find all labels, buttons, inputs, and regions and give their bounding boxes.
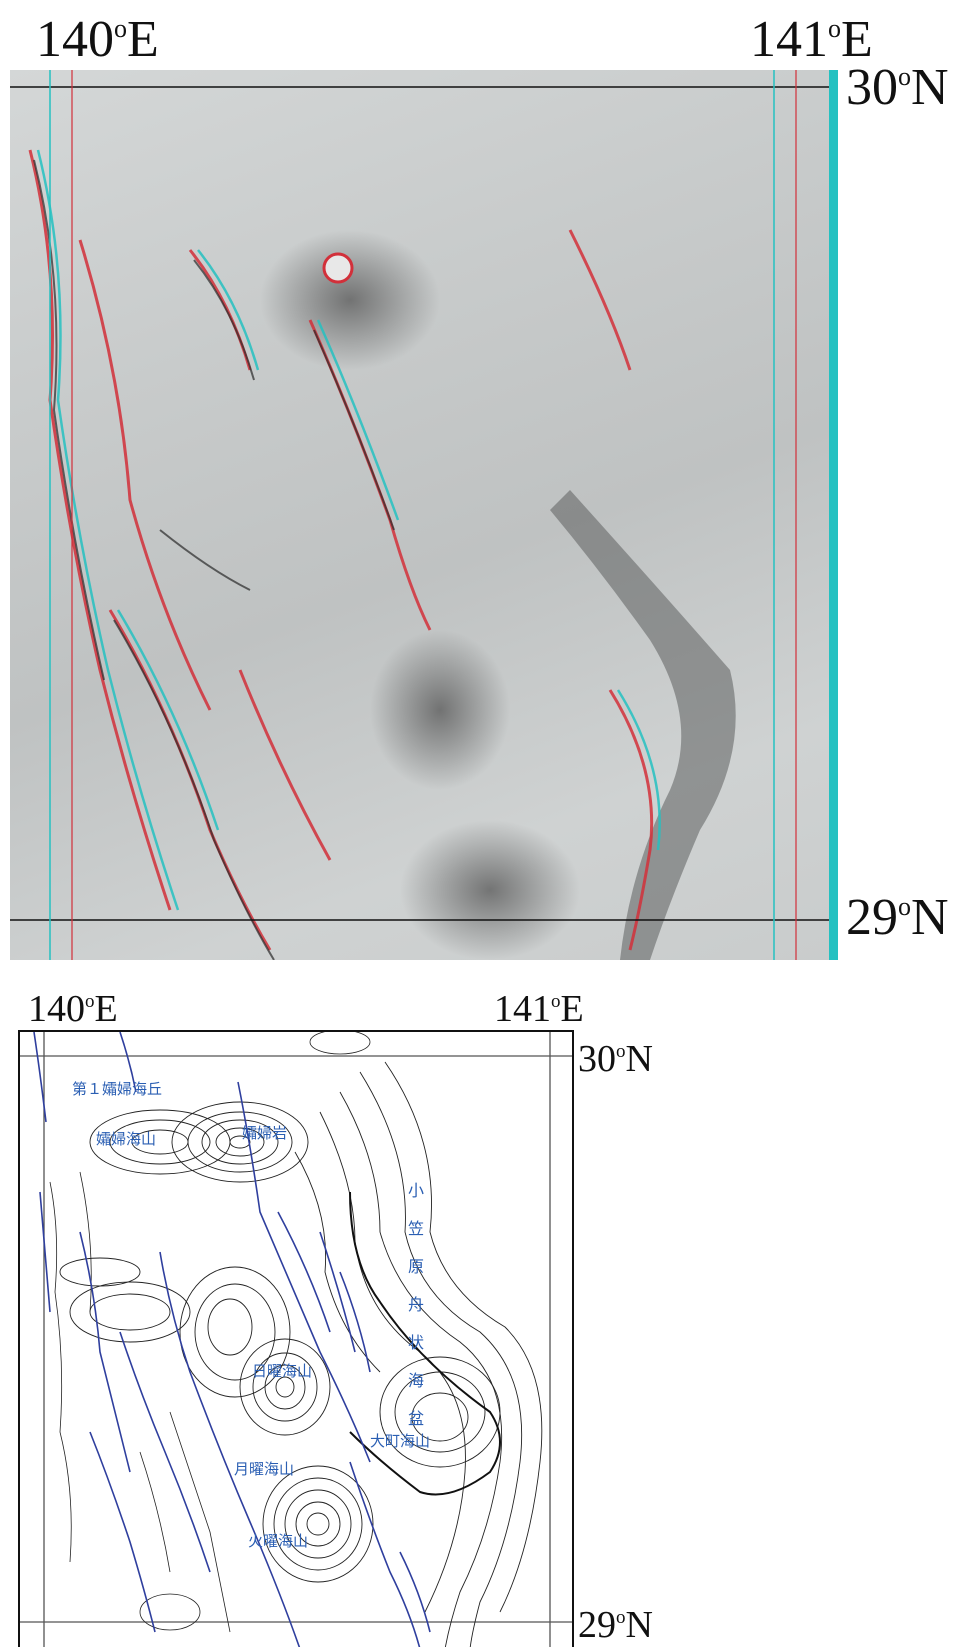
relief-seamount-sofu bbox=[260, 230, 440, 370]
relief-seamount-2 bbox=[370, 630, 510, 790]
bottom-lat-top-degree: o bbox=[616, 1040, 626, 1062]
top-lon-right-hemi: E bbox=[841, 11, 873, 68]
label-sofugan: 孀婦岩 bbox=[242, 1124, 288, 1142]
relief-cyan-edge-strip bbox=[829, 70, 838, 960]
bottom-lon-label-140e: 140oE bbox=[28, 990, 118, 1028]
fault-lines bbox=[33, 1032, 431, 1647]
bottom-lat-bottom-value: 29 bbox=[578, 1604, 616, 1646]
contour-sofu-seamount bbox=[89, 1101, 309, 1183]
top-lat-label-29n: 29oN bbox=[846, 892, 949, 944]
label-sofu-kaizan: 孀婦海山 bbox=[96, 1130, 157, 1148]
top-lon-label-141e: 141oE bbox=[750, 14, 873, 66]
bottom-lon-right-hemi: E bbox=[560, 988, 584, 1030]
relief-sofu-summit bbox=[322, 252, 354, 284]
label-dai1-sofu-kaikyu: 第１孀婦海丘 bbox=[72, 1080, 163, 1098]
bottom-lon-right-value: 141 bbox=[494, 988, 551, 1030]
bottom-lon-left-degree: o bbox=[85, 990, 95, 1012]
bottom-lat-label-30n: 30oN bbox=[578, 1040, 653, 1078]
top-lat-bottom-value: 29 bbox=[846, 889, 898, 946]
bottom-lon-left-value: 140 bbox=[28, 988, 85, 1030]
bottom-lat-label-29n: 29oN bbox=[578, 1606, 653, 1644]
bottom-lat-top-value: 30 bbox=[578, 1038, 616, 1080]
bottom-lon-left-hemi: E bbox=[94, 988, 118, 1030]
top-lat-top-degree: o bbox=[898, 61, 911, 91]
contour-nichiyo-seamount bbox=[179, 1266, 291, 1398]
contour-omachi-seamount bbox=[379, 1356, 501, 1468]
bottom-lon-label-141e: 141oE bbox=[494, 990, 584, 1028]
top-lon-left-value: 140 bbox=[36, 11, 114, 68]
top-lat-top-value: 30 bbox=[846, 59, 898, 116]
label-ogasawara-trough: 小笠原舟状海盆 bbox=[405, 1182, 424, 1448]
top-lat-label-30n: 30oN bbox=[846, 62, 949, 114]
bottom-lat-bottom-degree: o bbox=[616, 1606, 626, 1628]
top-lat-bottom-degree: o bbox=[898, 891, 911, 921]
bottom-lon-right-degree: o bbox=[551, 990, 561, 1012]
label-nichiyo-kaizan: 日曜海山 bbox=[252, 1362, 313, 1380]
relief-seamount-3 bbox=[400, 820, 580, 960]
relief-trough-scarp bbox=[550, 490, 736, 960]
label-getsuyo-kaizan: 月曜海山 bbox=[234, 1460, 295, 1478]
contour-scattered bbox=[49, 1032, 371, 1633]
top-lat-top-hemi: N bbox=[911, 59, 949, 116]
relief-dark-ridges bbox=[33, 159, 395, 960]
relief-cyan-ridges bbox=[36, 149, 661, 911]
top-lat-bottom-hemi: N bbox=[911, 889, 949, 946]
top-lon-left-degree: o bbox=[114, 13, 127, 43]
bottom-lat-top-hemi: N bbox=[625, 1038, 653, 1080]
contour-kayo-seamount bbox=[262, 1465, 374, 1583]
contour-west-ridge bbox=[59, 1257, 191, 1343]
bottom-lat-bottom-hemi: N bbox=[625, 1604, 653, 1646]
relief-svg bbox=[10, 70, 838, 960]
label-kayo-kaizan: 火曜海山 bbox=[248, 1532, 309, 1550]
bathymetric-contour-map: 第１孀婦海丘 孀婦海山 孀婦岩 小笠原舟状海盆 日曜海山 大町海山 月曜海山 火… bbox=[18, 1030, 574, 1647]
top-lon-label-140e: 140oE bbox=[36, 14, 159, 66]
top-lon-right-value: 141 bbox=[750, 11, 828, 68]
anaglyph-relief-map bbox=[10, 70, 838, 960]
label-omachi-kaizan: 大町海山 bbox=[370, 1432, 431, 1450]
contour-getsuyo-seamount bbox=[239, 1338, 331, 1436]
top-lon-left-hemi: E bbox=[127, 11, 159, 68]
top-lon-right-degree: o bbox=[828, 13, 841, 43]
contour-svg bbox=[20, 1032, 572, 1647]
contour-bold-line bbox=[349, 1191, 501, 1496]
